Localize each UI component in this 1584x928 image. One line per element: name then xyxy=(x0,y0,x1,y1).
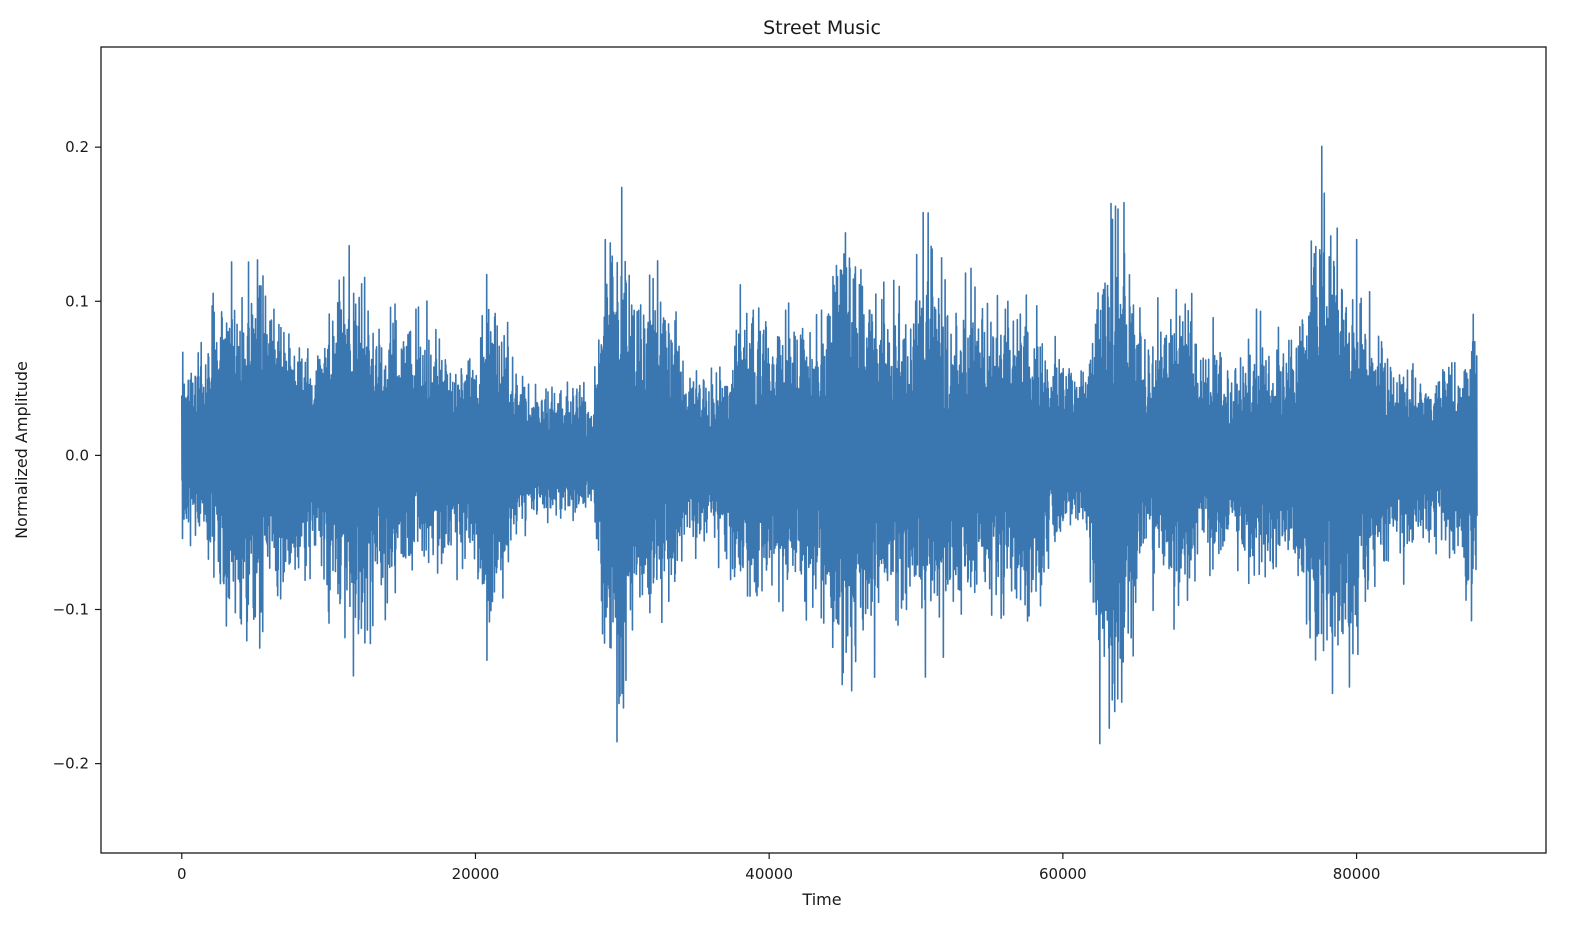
y-tick-label: 0.2 xyxy=(65,138,89,156)
x-tick-label: 40000 xyxy=(745,865,793,883)
y-tick-label: −0.1 xyxy=(53,601,89,619)
x-tick-label: 0 xyxy=(177,865,187,883)
chart-title: Street Music xyxy=(763,17,881,39)
y-tick-label: 0.0 xyxy=(65,446,89,464)
y-tick-label: 0.1 xyxy=(65,292,89,310)
x-axis-label: Time xyxy=(801,890,841,909)
x-axis-ticks: 0 20000 40000 60000 80000 xyxy=(177,853,1380,883)
y-tick-label: −0.2 xyxy=(53,755,89,773)
y-axis-ticks: −0.2 −0.1 0.0 0.1 0.2 xyxy=(53,138,101,773)
waveform-line xyxy=(180,145,1478,745)
y-axis-label: Normalized Amplitude xyxy=(12,361,31,539)
x-tick-label: 60000 xyxy=(1039,865,1087,883)
waveform-series xyxy=(180,145,1478,745)
x-tick-label: 20000 xyxy=(452,865,500,883)
x-tick-label: 80000 xyxy=(1333,865,1381,883)
